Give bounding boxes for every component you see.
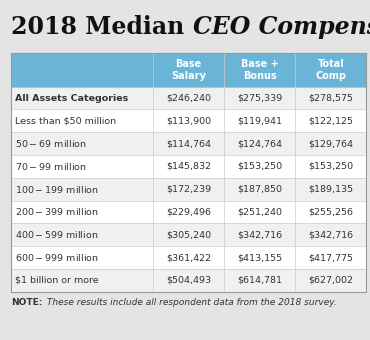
- FancyBboxPatch shape: [11, 269, 366, 292]
- Text: $70-$99 million: $70-$99 million: [15, 161, 87, 172]
- Text: $153,250: $153,250: [308, 162, 353, 171]
- Text: $342,716: $342,716: [237, 230, 282, 239]
- FancyBboxPatch shape: [11, 246, 366, 269]
- Text: $50-$69 million: $50-$69 million: [15, 138, 87, 149]
- Text: $187,850: $187,850: [237, 185, 282, 194]
- FancyBboxPatch shape: [11, 132, 366, 155]
- Text: All Assets Categories: All Assets Categories: [15, 94, 128, 103]
- Text: $361,422: $361,422: [166, 253, 211, 262]
- FancyBboxPatch shape: [11, 223, 366, 246]
- Text: Base
Salary: Base Salary: [171, 59, 206, 81]
- Text: $124,764: $124,764: [237, 139, 282, 148]
- FancyBboxPatch shape: [11, 178, 366, 201]
- Text: $255,256: $255,256: [308, 207, 353, 217]
- FancyBboxPatch shape: [11, 109, 366, 132]
- Text: $129,764: $129,764: [308, 139, 353, 148]
- Text: 2018 Median: 2018 Median: [11, 15, 193, 39]
- Text: $100-$199 million: $100-$199 million: [15, 184, 99, 195]
- Text: $1 billion or more: $1 billion or more: [15, 276, 98, 285]
- Text: $246,240: $246,240: [166, 94, 211, 103]
- Text: $305,240: $305,240: [166, 230, 211, 239]
- Text: Base +
Bonus: Base + Bonus: [241, 59, 279, 81]
- Text: $113,900: $113,900: [166, 116, 211, 125]
- Text: $145,832: $145,832: [166, 162, 211, 171]
- Text: $400-$599 million: $400-$599 million: [15, 229, 98, 240]
- Text: $627,002: $627,002: [308, 276, 353, 285]
- Text: $189,135: $189,135: [308, 185, 353, 194]
- Text: $119,941: $119,941: [237, 116, 282, 125]
- Text: $614,781: $614,781: [237, 276, 282, 285]
- Text: $153,250: $153,250: [237, 162, 282, 171]
- Text: $342,716: $342,716: [308, 230, 353, 239]
- Text: $278,575: $278,575: [308, 94, 353, 103]
- Text: $413,155: $413,155: [237, 253, 282, 262]
- Text: $275,339: $275,339: [237, 94, 282, 103]
- Text: $229,496: $229,496: [166, 207, 211, 217]
- Text: $504,493: $504,493: [166, 276, 211, 285]
- Text: Total
Comp: Total Comp: [315, 59, 346, 81]
- Text: $251,240: $251,240: [237, 207, 282, 217]
- Text: $600-$999 million: $600-$999 million: [15, 252, 99, 263]
- FancyBboxPatch shape: [11, 53, 366, 87]
- Text: $200-$399 million: $200-$399 million: [15, 206, 99, 218]
- Text: NOTE:: NOTE:: [11, 298, 43, 307]
- Text: These results include all respondent data from the 2018 survey.: These results include all respondent dat…: [44, 298, 337, 307]
- FancyBboxPatch shape: [11, 155, 366, 178]
- FancyBboxPatch shape: [11, 87, 366, 109]
- Text: Less than $50 million: Less than $50 million: [15, 116, 116, 125]
- Text: CEO Compensation: CEO Compensation: [193, 15, 370, 39]
- FancyBboxPatch shape: [11, 201, 366, 223]
- Text: $172,239: $172,239: [166, 185, 211, 194]
- Text: $114,764: $114,764: [166, 139, 211, 148]
- Text: $122,125: $122,125: [308, 116, 353, 125]
- Text: $417,775: $417,775: [308, 253, 353, 262]
